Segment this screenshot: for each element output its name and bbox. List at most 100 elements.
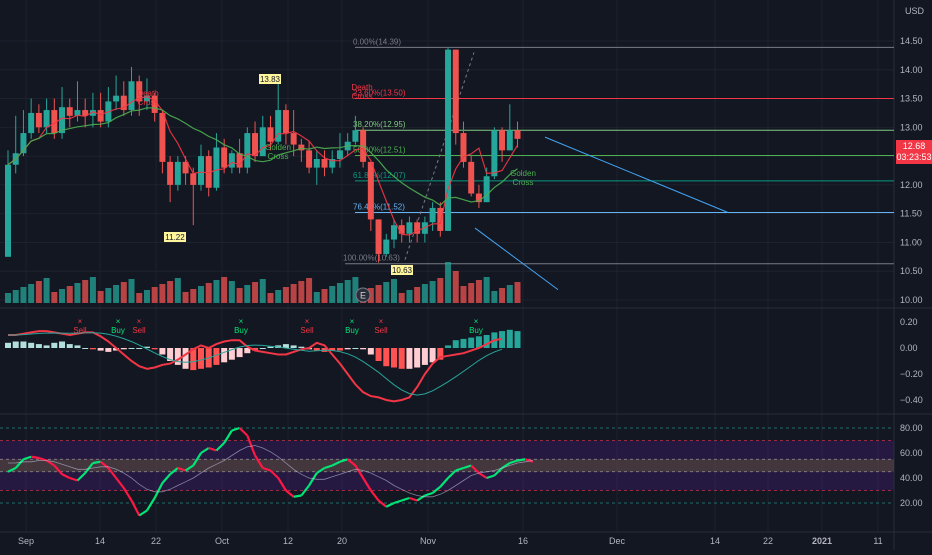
- macd-histogram-bar: [35, 344, 42, 348]
- volume-bar: [89, 277, 96, 303]
- rsi-line-segment: [130, 499, 141, 517]
- rsi-line-segment: [478, 472, 488, 479]
- cross-annotation-line1: Death: [137, 89, 158, 98]
- last-price-badge: 12.68 03:23:53: [896, 140, 932, 164]
- candle-body: [506, 130, 513, 151]
- rsi-line-segment: [184, 464, 194, 472]
- price-axis-tick: 14.50: [900, 36, 923, 46]
- earnings-marker-label: E: [360, 291, 366, 301]
- macd-histogram-bar: [298, 346, 305, 348]
- macd-histogram-bar: [437, 348, 444, 360]
- rsi-ma-line: [8, 445, 534, 498]
- price-axis-tick: 14.00: [900, 65, 923, 75]
- rsi-line-segment: [346, 458, 357, 467]
- candle-body: [352, 130, 359, 142]
- volume-bar: [344, 280, 351, 303]
- rsi-line-segment: [269, 469, 279, 479]
- volume-bar: [267, 293, 274, 303]
- price-axis-tick: 10.00: [900, 295, 923, 305]
- rsi-line-segment: [246, 435, 257, 456]
- rsi-axis-tick: 40.00: [900, 473, 923, 483]
- signal-marker: ×: [116, 317, 121, 326]
- rsi-mid-band: [0, 459, 894, 472]
- volume-bar: [213, 280, 220, 303]
- rsi-line-segment: [331, 460, 341, 467]
- candle-body: [452, 49, 459, 134]
- cross-annotation-line2: Cross: [268, 152, 289, 161]
- rsi-line-segment: [254, 454, 264, 469]
- volume-bar: [329, 286, 336, 303]
- last-price-value: 12.68: [902, 141, 926, 151]
- macd-histogram-bar: [514, 331, 521, 348]
- candle-body: [5, 164, 11, 257]
- earnings-marker: [355, 287, 371, 303]
- rsi-line-segment: [7, 467, 17, 473]
- volume-bar: [167, 281, 174, 303]
- price-axis-tick: 11.00: [900, 237, 922, 247]
- candle-body: [190, 173, 197, 185]
- signal-marker: ×: [239, 317, 244, 326]
- candle-body: [306, 150, 313, 168]
- volume-bar: [491, 291, 498, 303]
- candle-body: [313, 158, 320, 168]
- candle-body: [391, 225, 397, 240]
- macd-histogram-bar: [97, 348, 104, 351]
- signal-label: Buy: [345, 326, 359, 335]
- candle-body: [66, 107, 73, 116]
- macd-histogram-bar: [252, 348, 259, 351]
- rsi-line-segment: [431, 485, 442, 494]
- cross-annotation-line1: Golden: [265, 143, 291, 152]
- rsi-line-segment: [455, 466, 464, 472]
- volume-bar: [421, 284, 428, 303]
- macd-histogram-bar: [352, 348, 359, 349]
- candle-body: [244, 133, 251, 168]
- rsi-line-segment: [300, 484, 310, 497]
- signal-label: Sell: [374, 326, 388, 335]
- volume-bar: [236, 288, 243, 303]
- rsi-line-segment: [138, 509, 148, 517]
- macd-histogram-bar: [468, 337, 475, 348]
- signal-marker: ×: [78, 317, 83, 326]
- candle-body: [228, 153, 235, 168]
- moving-average-line: [7, 107, 518, 206]
- macd-axis-tick: 0.00: [900, 343, 918, 353]
- volume-bar: [445, 262, 452, 303]
- rsi-line-segment: [161, 473, 171, 484]
- candle-body: [406, 222, 413, 234]
- rsi-axis-tick: 80.00: [900, 423, 923, 433]
- macd-histogram-bar: [82, 348, 89, 349]
- price-callout-bg: [164, 232, 186, 242]
- candle-body: [28, 112, 35, 134]
- macd-histogram-bar: [383, 348, 390, 367]
- candle-body: [398, 225, 405, 234]
- signal-label: Buy: [111, 326, 125, 335]
- macd-histogram-bar: [59, 341, 66, 348]
- candle-body: [429, 207, 436, 223]
- volume-bar: [514, 282, 521, 303]
- price-callout-bg: [259, 74, 281, 84]
- volume-bar: [367, 288, 374, 303]
- volume-bar: [321, 289, 328, 303]
- macd-histogram-bar: [43, 345, 50, 348]
- candle-body: [236, 153, 243, 168]
- candle-body: [159, 112, 166, 162]
- macd-histogram-bar: [66, 344, 73, 348]
- macd-histogram-bar: [421, 348, 428, 365]
- rsi-line-segment: [385, 502, 395, 508]
- volume-bar: [82, 280, 89, 303]
- signal-label: Sell: [73, 326, 87, 335]
- volume-bar: [391, 279, 397, 303]
- volume-bar: [290, 284, 297, 303]
- candle-body: [298, 144, 305, 151]
- candle-body: [97, 110, 104, 122]
- rsi-line-segment: [324, 464, 333, 470]
- candle-body: [475, 193, 482, 203]
- rsi-line-segment: [377, 499, 387, 508]
- candle-body: [282, 110, 289, 134]
- candle-body: [321, 158, 328, 168]
- macd-histogram-bar: [167, 348, 174, 361]
- rsi-line-segment: [262, 466, 271, 472]
- candle-body: [143, 95, 150, 102]
- rsi-line-segment: [401, 496, 410, 502]
- time-axis-tick: 20: [337, 536, 347, 546]
